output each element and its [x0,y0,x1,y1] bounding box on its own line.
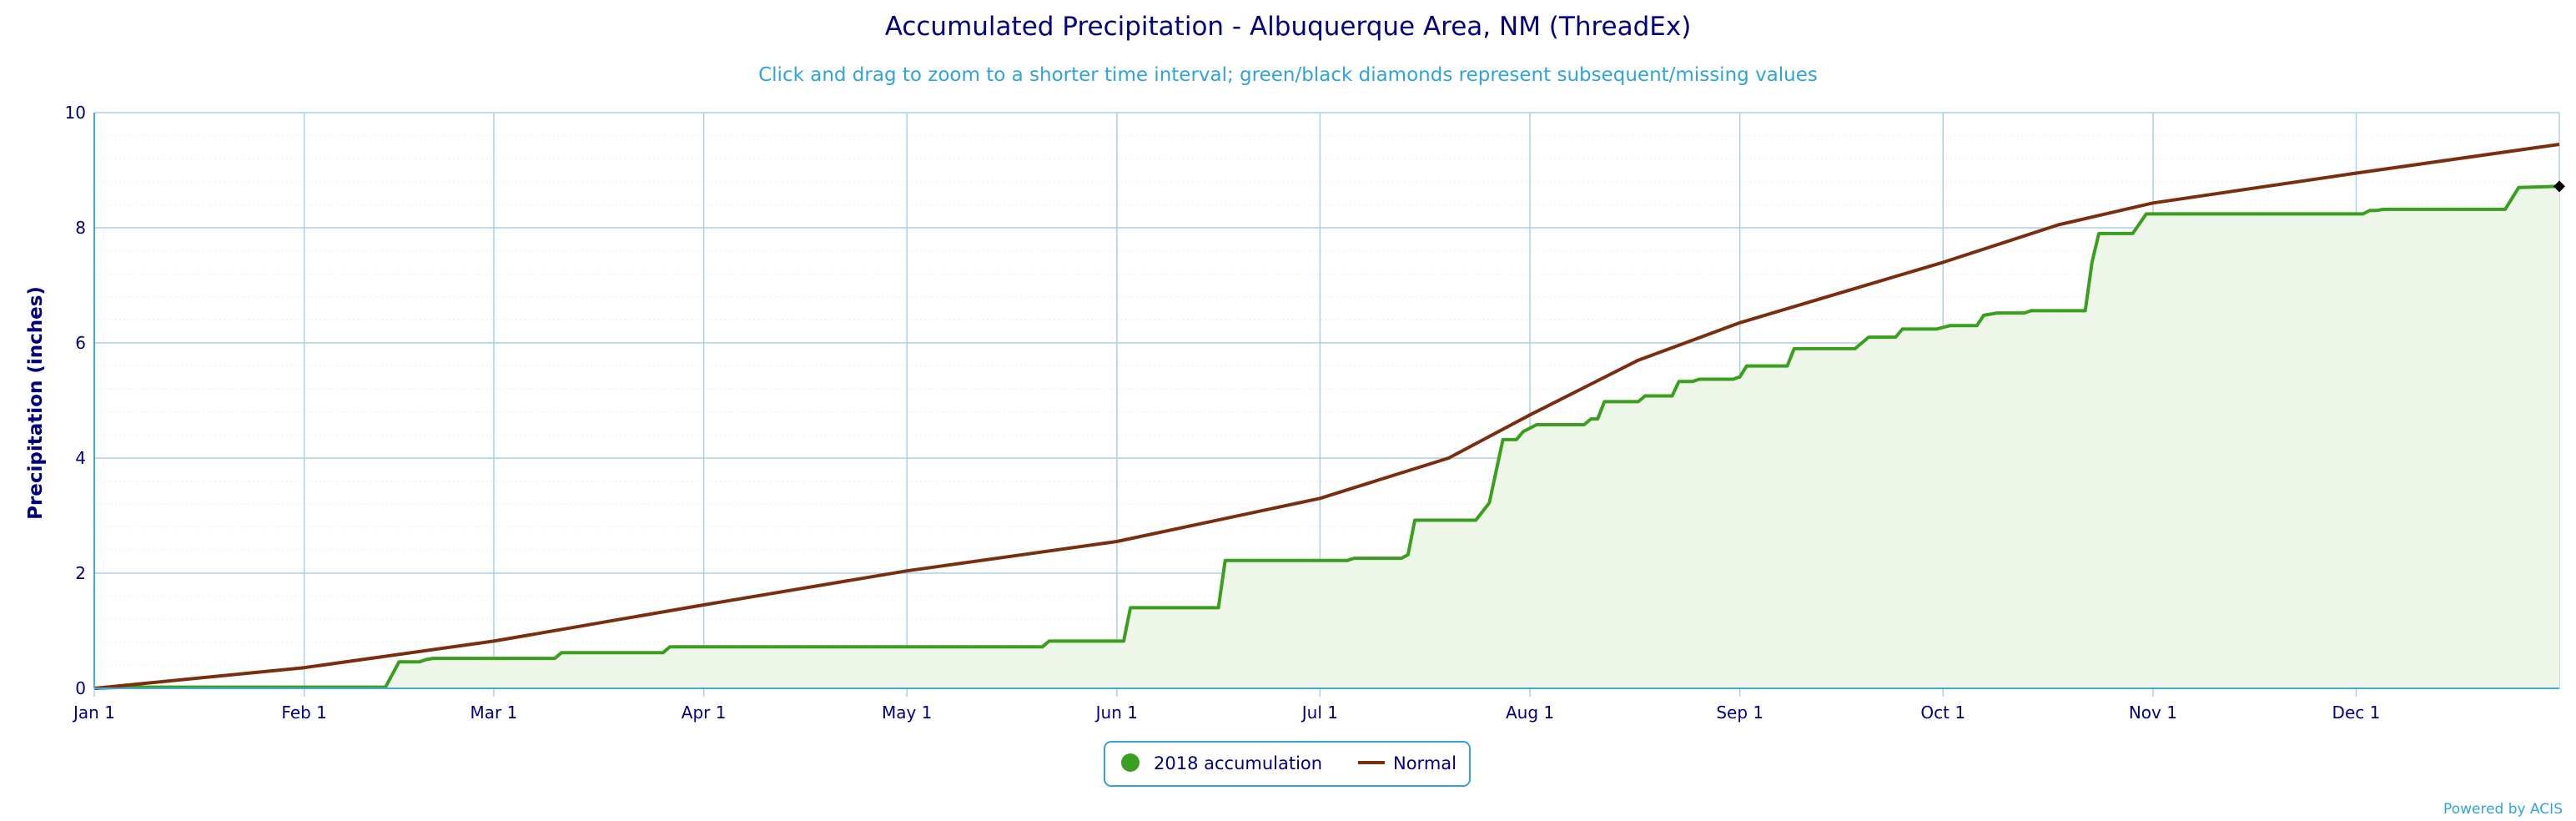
chart-subtitle: Click and drag to zoom to a shorter time… [758,64,1818,86]
x-tick-label: Nov 1 [2129,703,2177,723]
x-tick-label: Mar 1 [470,703,518,723]
x-tick-label: Aug 1 [1506,703,1554,723]
legend-label-normal: Normal [1393,753,1457,773]
y-axis-title: Precipitation (inches) [25,286,47,520]
plot-area[interactable] [93,143,2565,690]
x-tick-label: Feb 1 [281,703,327,723]
x-tick-label: May 1 [882,703,932,723]
accumulation-line[interactable] [93,184,2560,690]
normal-line[interactable] [93,143,2560,690]
accumulation-area [94,186,2559,689]
x-tick-label: Sep 1 [1716,703,1763,723]
missing-value-diamond-marker[interactable] [2553,180,2565,193]
x-tick-label: Jun 1 [1094,703,1138,723]
legend-label-accumulation: 2018 accumulation [1154,753,1322,773]
x-tick-label: Jan 1 [72,703,115,723]
axes: 0 2 4 6 8 10 Jan 1 Feb 1 Mar 1 Apr 1 May 1 Jun 1 Jul… [65,103,2559,723]
y-tick-label: 10 [65,103,86,123]
credits-link[interactable]: Powered by ACIS [2443,801,2563,818]
x-tick-label: Oct 1 [1920,703,1965,723]
legend-box [1104,741,1471,787]
y-tick-label: 8 [75,218,86,238]
x-tick-label: Apr 1 [682,703,727,723]
x-tick-label: Jul 1 [1301,703,1338,723]
y-tick-label: 6 [75,333,86,353]
legend-marker-accumulation [1121,753,1140,772]
legend: 2018 accumulation Normal [1104,741,1471,787]
legend-item-accumulation[interactable]: 2018 accumulation [1121,753,1322,773]
y-tick-label: 2 [75,563,86,583]
legend-item-normal[interactable]: Normal [1358,753,1457,773]
x-tick-label: Dec 1 [2332,703,2381,723]
y-tick-label: 0 [75,678,86,698]
chart-title: Accumulated Precipitation - Albuquerque … [885,12,1692,42]
y-tick-label: 4 [75,448,86,468]
